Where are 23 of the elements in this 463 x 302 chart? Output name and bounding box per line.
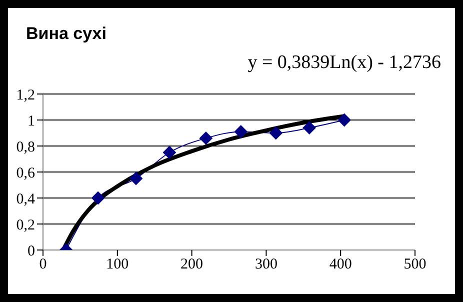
- x-tick-label: 100: [106, 256, 129, 273]
- y-tick-label: 0: [28, 243, 35, 260]
- point: [234, 125, 248, 138]
- point: [302, 121, 316, 134]
- point: [269, 126, 282, 140]
- x-tick-label: 0: [39, 256, 47, 273]
- point: [92, 192, 105, 204]
- y-tick-label: 0,4: [16, 191, 36, 208]
- text: y = 0,3839Ln(x) - 1,2736: [248, 52, 441, 74]
- point: [199, 132, 212, 145]
- y-tick-label: 0,6: [16, 165, 36, 182]
- point: [130, 172, 142, 185]
- point: [162, 146, 176, 159]
- x-tick-label: 500: [404, 256, 426, 273]
- x-tick-label: 200: [180, 256, 204, 273]
- chart-title: Вина сухі: [26, 24, 106, 44]
- y-tick-label: 0,2: [16, 217, 35, 234]
- y-tick-label: 0,8: [16, 139, 35, 156]
- point: [338, 114, 351, 126]
- y-tick-label: 1,2: [16, 87, 35, 104]
- y-tick-label: 1: [28, 113, 35, 130]
- x-tick-label: 400: [329, 256, 352, 273]
- x-tick-label: 300: [254, 256, 278, 273]
